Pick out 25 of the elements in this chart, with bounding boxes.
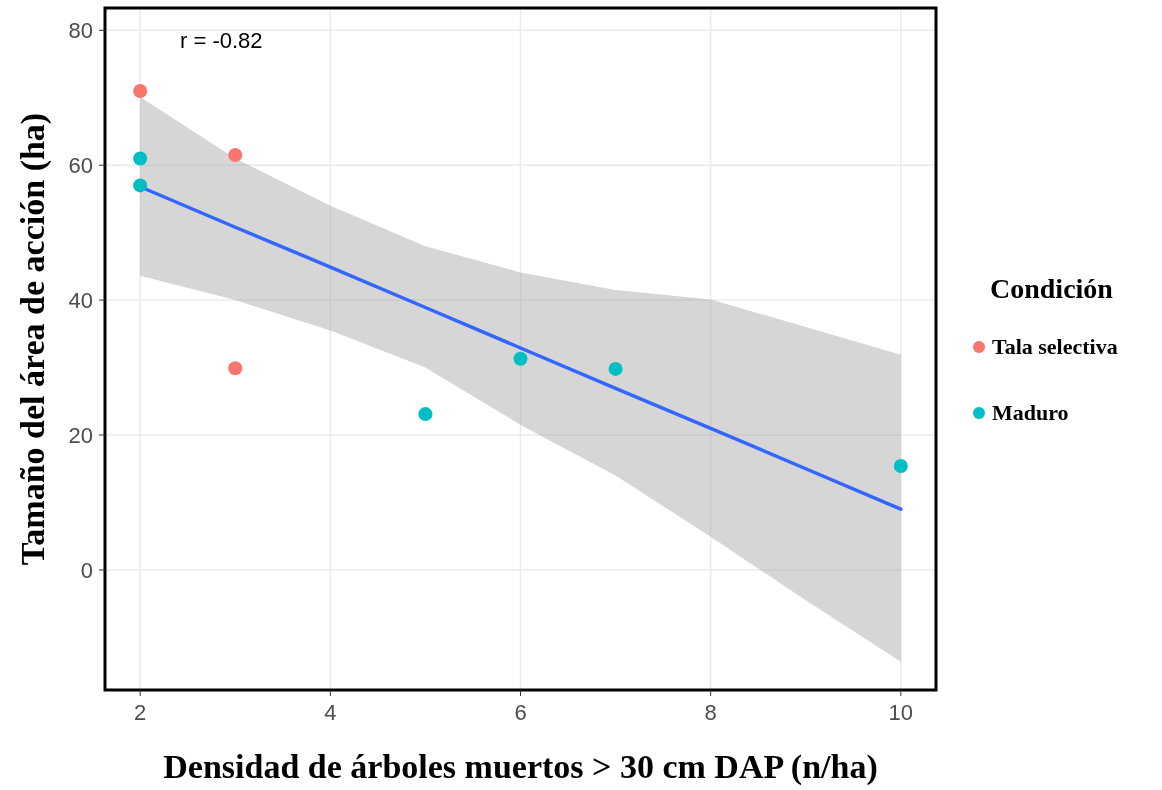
x-tick-label: 4 xyxy=(324,700,337,725)
legend-label: Tala selectiva xyxy=(992,334,1118,359)
point xyxy=(608,361,623,376)
y-tick-label: 20 xyxy=(68,423,93,449)
y-axis-title: Tamaño del área de acción (ha) xyxy=(14,112,52,566)
point xyxy=(133,83,148,98)
point xyxy=(228,361,243,376)
point xyxy=(893,459,908,474)
annotation: r = -0.82 xyxy=(180,28,263,53)
point xyxy=(418,407,433,422)
y-tick-label: 80 xyxy=(68,18,93,44)
point xyxy=(133,151,148,166)
x-tick-label: 2 xyxy=(134,700,147,725)
y-tick-label: 40 xyxy=(68,288,93,314)
point xyxy=(228,148,243,163)
x-tick-label: 10 xyxy=(888,700,914,725)
legend-label: Maduro xyxy=(992,400,1069,425)
x-tick-label: 6 xyxy=(514,700,527,725)
x-axis-title: Densidad de árboles muertos > 30 cm DAP (n/ha) xyxy=(163,748,878,786)
point xyxy=(133,178,148,193)
x-tick-label: 8 xyxy=(704,700,717,725)
y-tick-label: 60 xyxy=(68,153,93,179)
point xyxy=(513,351,528,366)
y-tick-label: 0 xyxy=(80,557,93,583)
legend-title: Condición xyxy=(990,273,1114,304)
